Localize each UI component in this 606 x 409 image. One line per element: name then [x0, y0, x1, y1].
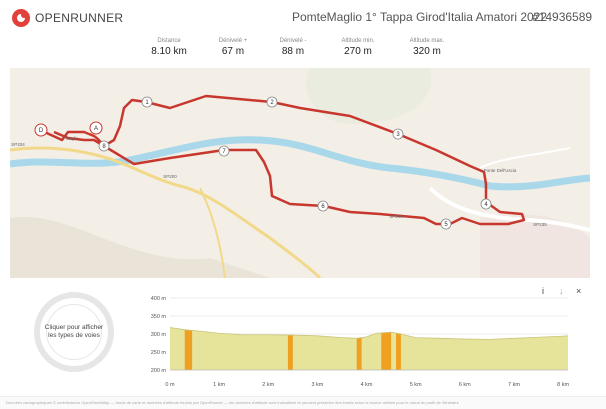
footer: Données cartographiques © contributeurs … [0, 396, 606, 409]
waypoint-8[interactable]: 8 [98, 140, 110, 152]
waypoint-label: 3 [396, 132, 400, 138]
x-tick-label: 6 km [459, 382, 471, 388]
start-marker-label: D [39, 128, 44, 134]
stat-label: Altitude min. [341, 38, 375, 44]
waypoint-2[interactable]: 2 [266, 96, 278, 108]
y-tick-label: 350 m [151, 314, 167, 320]
stat-elevation-loss: Dénivelé - 88 m [258, 38, 328, 57]
attribution-text: Données cartographiques © contributeurs … [6, 400, 459, 405]
elevation-panel: Cliquer pour afficher les types de voies… [10, 280, 590, 396]
waypoint-7[interactable]: 7 [218, 145, 230, 157]
road-types-button[interactable] [34, 292, 114, 372]
start-marker[interactable]: D [34, 123, 48, 137]
terrain-patch [10, 216, 270, 278]
end-marker[interactable]: A [89, 121, 103, 135]
close-icon[interactable]: × [576, 286, 582, 296]
route-map[interactable]: D A 1 2 3 4 5 [10, 68, 590, 278]
stat-value: 320 m [413, 46, 441, 57]
road-main [10, 146, 322, 278]
urban-area [480, 214, 590, 278]
green-area [306, 68, 432, 124]
stat-label: Dénivelé + [218, 38, 248, 44]
road-minor [479, 147, 571, 169]
download-icon[interactable]: ↓ [559, 286, 564, 296]
end-marker-label: A [94, 126, 98, 132]
info-icon[interactable]: i [542, 286, 544, 296]
x-tick-label: 4 km [361, 382, 373, 388]
y-tick-label: 200 m [151, 368, 167, 374]
waypoint-5[interactable]: 5 [440, 218, 452, 230]
river [10, 136, 590, 191]
stat-value: 88 m [281, 46, 305, 57]
x-tick-label: 5 km [410, 382, 422, 388]
stat-value: 270 m [344, 46, 372, 57]
steep-segment [356, 337, 362, 370]
steep-segment [287, 335, 293, 370]
waypoint-label: 8 [102, 144, 106, 150]
place-label: Naglio [66, 136, 79, 141]
elevation-area [170, 327, 568, 370]
place-label: SP204 [11, 142, 25, 147]
steep-segment [184, 329, 193, 370]
x-tick-label: 3 km [311, 382, 323, 388]
stat-distance: Distance 8.10 km [134, 38, 204, 57]
waypoint-6[interactable]: 6 [317, 200, 329, 212]
steep-segment [396, 333, 401, 370]
steep-segment [381, 332, 392, 370]
waypoint-3[interactable]: 3 [392, 128, 404, 140]
road-types-ring [46, 304, 102, 360]
place-label: SP200 [163, 174, 177, 179]
y-tick-label: 400 m [151, 296, 167, 302]
y-tick-label: 300 m [151, 332, 167, 338]
waypoint-label: 2 [270, 100, 274, 106]
place-label: SP235 [533, 222, 547, 227]
stat-value: 67 m [221, 46, 245, 57]
route-stats: Distance 8.10 km Dénivelé + 67 m Dénivel… [0, 38, 606, 68]
stat-label: Dénivelé - [279, 38, 307, 44]
waypoint-1[interactable]: 1 [141, 96, 153, 108]
x-tick-label: 7 km [508, 382, 520, 388]
stat-altitude-max: Altitude max. 320 m [392, 38, 462, 57]
road-types-label[interactable]: Cliquer pour afficher les types de voies [44, 324, 104, 339]
place-label: SP200 [389, 214, 403, 219]
openrunner-logo-icon [12, 9, 30, 27]
brand-name: OPENRUNNER [35, 11, 124, 25]
openrunner-logo[interactable]: OPENRUNNER [12, 9, 123, 27]
x-tick-label: 2 km [262, 382, 274, 388]
map-canvas[interactable]: D A 1 2 3 4 5 [10, 68, 590, 278]
elevation-line [169, 327, 569, 340]
x-tick-label: 1 km [213, 382, 225, 388]
header: OPENRUNNER PomteMaglio 1° Tappa Girod'It… [0, 0, 606, 36]
x-tick-label: 0 m [165, 382, 175, 388]
stat-label: Distance [157, 38, 181, 44]
waypoint-label: 6 [321, 204, 325, 210]
waypoint-label: 5 [444, 222, 448, 228]
waypoint-label: 1 [145, 100, 149, 106]
waypoint-4[interactable]: 4 [480, 198, 492, 210]
road-secondary [199, 187, 226, 278]
waypoint-label: 4 [484, 202, 488, 208]
elevation-chart[interactable]: 400 m 350 m 300 m 250 m 200 m 0 m 1 km 2 km 3 km… [140, 284, 570, 396]
route-id: #14936589 [532, 10, 593, 24]
stat-value: 8.10 km [151, 46, 187, 57]
waypoint-label: 7 [222, 149, 226, 155]
route-title: PomteMaglio 1° Tappa Girod'Italia Amator… [292, 10, 548, 24]
x-tick-label: 8 km [557, 382, 569, 388]
y-tick-label: 250 m [151, 350, 167, 356]
stat-altitude-min: Altitude min. 270 m [323, 38, 393, 57]
place-label: Ponte Dell'Uscia [484, 168, 517, 173]
stat-label: Altitude max. [409, 38, 445, 44]
stat-elevation-gain: Dénivelé + 67 m [198, 38, 268, 57]
